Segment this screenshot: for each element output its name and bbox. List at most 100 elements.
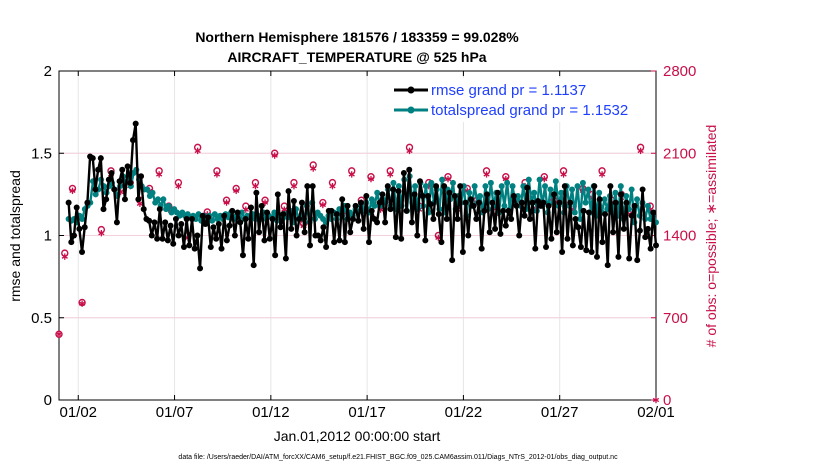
rmse-series-point [596,196,603,203]
rmse-series-point [113,219,120,226]
rmse-series-point [650,209,657,216]
rmse-series-point [540,199,547,206]
rmse-series-point [215,220,222,227]
rmse-series-point [387,206,394,213]
rmse-series-point [301,229,308,236]
rmse-series-point [183,216,190,223]
rmse-series-point [623,199,630,206]
rmse-series-point [524,184,531,191]
totalspread-series-point [547,186,554,193]
y-left-tick-label: 1 [44,228,52,245]
rmse-series-point [199,212,206,219]
rmse-series-point [500,207,507,214]
rmse-series-point [317,237,324,244]
rmse-series-point [593,253,600,260]
rmse-series-point [577,244,584,251]
rmse-series-point [636,227,643,234]
rmse-series-point [135,196,142,203]
rmse-series-point [374,219,381,226]
y-right-axis-ticks: 0 700 1400 2100 2800 [651,63,696,409]
rmse-series-point [167,222,174,229]
totalspread-series-point [412,183,419,190]
rmse-series-point [604,262,611,269]
totalspread-series-point [504,179,511,186]
totalspread-series-point [612,189,619,196]
rmse-series-point [156,206,163,213]
y-right-tick-label: 2800 [663,63,696,80]
rmse-series-point [175,232,182,239]
rmse-series-point [119,166,126,173]
rmse-series-point [607,183,614,190]
rmse-series-point [543,244,550,251]
obs-assimilated-marker [233,187,240,195]
totalspread-series-point [149,189,156,196]
legend-rmse-label: rmse grand pr = 1.1137 [431,82,586,99]
rmse-series-point [194,232,201,239]
obs-assimilated-marker [560,171,567,178]
rmse-series-point [258,202,265,209]
totalspread-series-point [160,196,167,203]
rmse-series-point [647,245,654,252]
totalspread-series-point [428,179,435,186]
rmse-series-point [610,229,617,236]
rmse-series-point [363,193,370,200]
totalspread-series-point [644,202,651,209]
rmse-series-point [242,216,249,223]
totalspread-series-point [617,183,624,190]
rmse-series-point [162,219,169,226]
rmse-series-point [462,199,469,206]
chart-title-line2: AIRCRAFT_TEMPERATURE @ 525 hPa [227,49,486,65]
rmse-series-point [79,248,86,255]
x-tick-label: 01/17 [348,404,386,421]
rmse-series-point [333,211,340,218]
totalspread-series-point [509,183,516,190]
rmse-series-point [400,169,407,176]
rmse-series-point [403,207,410,214]
totalspread-series-point [623,193,630,200]
y-left-tick-label: 1.5 [31,145,52,162]
y-right-tick-label: 0 [663,392,671,409]
rmse-series-point [508,216,515,223]
rmse-series-point [443,216,450,223]
totalspread-series-point [574,183,581,190]
totalspread-series-point [466,189,473,196]
totalspread-series-point [601,196,608,203]
rmse-series-point [95,166,102,173]
rmse-series-point [344,202,351,209]
rmse-series-point [355,217,362,224]
rmse-series-point [280,211,287,218]
x-tick-label: 01/07 [156,404,194,421]
totalspread-series-point [542,183,549,190]
obs-assimilated-marker [69,187,76,195]
x-axis-label: Jan.01,2012 00:00:00 start [274,428,441,444]
totalspread-series-point [79,216,86,223]
rmse-series-point [146,217,153,224]
rmse-series-point [454,216,461,223]
rmse-series-point [213,235,220,242]
rmse-series-point [620,225,627,232]
totalspread-series-point [371,202,378,209]
y-left-tick-label: 0.5 [31,310,52,327]
rmse-series-point [567,199,574,206]
rmse-series-point [186,242,193,249]
y-right-tick-label: 2100 [663,145,696,162]
x-tick-label: 01/22 [445,404,483,421]
rmse-series-point [132,120,139,127]
rmse-series-point [218,245,225,252]
totalspread-series-point [585,186,592,193]
totalspread-series-point [628,186,635,193]
obs-assimilated-marker [290,182,298,190]
rmse-series-point [226,222,233,229]
rmse-series-point [513,202,520,209]
totalspread-series-point [558,189,565,196]
rmse-series-point [467,196,474,203]
rmse-series-point [564,235,571,242]
rmse-series-point [591,183,598,190]
rmse-series-point [210,224,217,231]
rmse-series-point [341,239,348,246]
rmse-series-point [159,235,166,242]
rmse-series-point [615,253,622,260]
totalspread-series-point [569,186,576,193]
rmse-series-point [585,209,592,216]
rmse-series-point [384,183,391,190]
